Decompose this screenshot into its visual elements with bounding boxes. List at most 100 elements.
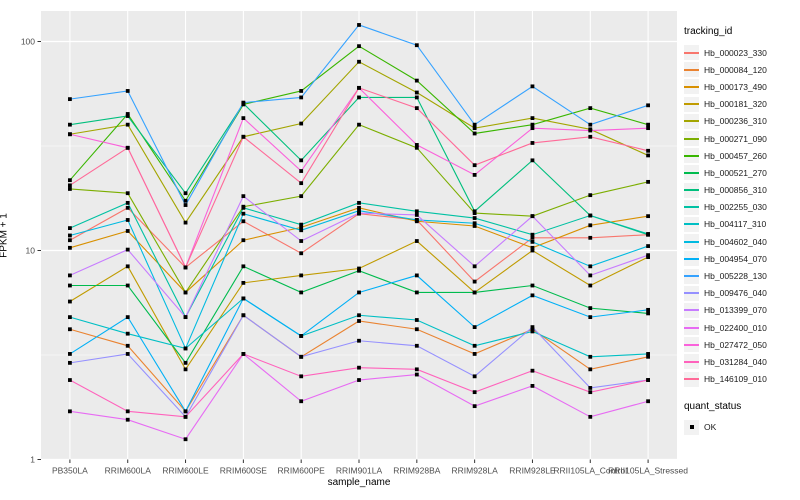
data-point [299, 169, 304, 173]
data-point [646, 307, 650, 312]
data-point [125, 315, 130, 320]
data-point [530, 368, 535, 373]
data-point [68, 187, 72, 191]
legend-item-label: Hb_000271_090 [704, 133, 767, 144]
series-color-swatch-icon [684, 320, 699, 336]
data-point [588, 414, 593, 419]
data-point [125, 122, 130, 127]
legend-item: Hb_146109_010 [684, 371, 798, 388]
data-point [472, 264, 477, 269]
data-point [472, 216, 477, 220]
data-point [68, 409, 72, 414]
data-point [472, 279, 477, 284]
data-point [530, 248, 535, 253]
data-point [357, 200, 361, 205]
legend-item-label: Hb_000856_310 [704, 185, 767, 196]
legend-item-label: Hb_005228_130 [704, 271, 767, 282]
data-point [414, 145, 419, 150]
ok-point-icon [684, 419, 699, 435]
data-point [68, 238, 72, 243]
data-point [357, 208, 361, 213]
data-point [472, 131, 477, 136]
data-point [183, 315, 188, 320]
data-point [357, 313, 361, 318]
legend-title-tracking-id: tracking_id [684, 26, 733, 37]
data-point [357, 44, 361, 49]
data-point [183, 191, 188, 196]
data-point [530, 214, 535, 219]
data-point [183, 203, 188, 207]
data-point [299, 273, 304, 278]
y-tick-label: 10 [26, 246, 36, 256]
data-point [472, 126, 477, 131]
data-point [646, 214, 650, 219]
series-color-swatch-icon [684, 131, 699, 147]
data-point [530, 232, 535, 237]
data-point [414, 290, 419, 295]
data-point [241, 238, 246, 243]
data-point [414, 327, 419, 332]
series-color-swatch-icon [684, 268, 699, 284]
data-point [530, 158, 535, 163]
data-point [414, 367, 419, 372]
data-point [299, 334, 304, 338]
data-point [183, 360, 188, 365]
legend-item-label: Hb_004117_310 [704, 219, 767, 230]
data-point [530, 327, 535, 332]
legend-item-label: Hb_000084_120 [704, 64, 767, 75]
data-point [530, 141, 535, 145]
data-point [299, 225, 304, 230]
data-point [125, 331, 130, 336]
data-point [646, 153, 650, 158]
data-point [299, 121, 304, 126]
data-point [125, 264, 130, 269]
data-point [588, 223, 593, 228]
data-point [299, 158, 304, 163]
legend-item: Hb_004954_070 [684, 250, 798, 267]
data-point [414, 143, 419, 147]
legend-item-label: Hb_013399_070 [704, 305, 767, 316]
legend-item-label: Hb_027472_050 [704, 339, 767, 350]
data-point [68, 183, 72, 188]
data-point [68, 327, 72, 332]
legend: tracking_id Hb_000023_330 Hb_000084_120 Hb… [684, 26, 798, 436]
series-color-swatch-icon [684, 79, 699, 95]
data-point [530, 116, 535, 121]
data-point [241, 280, 246, 285]
data-point [68, 245, 72, 250]
data-point [125, 343, 130, 348]
x-tick-label: RRIM600PE [278, 466, 326, 476]
series-color-swatch-icon [684, 113, 699, 129]
data-point [183, 414, 188, 419]
data-point [472, 172, 477, 177]
data-point [472, 404, 477, 409]
data-point [241, 264, 246, 269]
data-point [241, 313, 246, 318]
data-point [414, 218, 419, 222]
data-point [299, 89, 304, 93]
legend-item-label: OK [704, 422, 717, 433]
data-point [646, 253, 650, 258]
legend-item: Hb_027472_050 [684, 336, 798, 353]
data-point [646, 352, 650, 356]
data-point [357, 378, 361, 382]
data-point [646, 126, 650, 131]
x-axis-title: sample_name [327, 477, 391, 488]
legend-item: Hb_004602_040 [684, 233, 798, 250]
data-point [357, 266, 361, 271]
data-point [241, 134, 246, 139]
data-point [183, 367, 188, 372]
data-point [646, 354, 650, 359]
legend-item: Hb_000236_310 [684, 113, 798, 130]
data-point [125, 191, 130, 196]
data-point [125, 112, 130, 116]
data-point [646, 311, 650, 316]
legend-item: Hb_000181_320 [684, 96, 798, 113]
data-point [588, 390, 593, 395]
data-point [472, 390, 477, 395]
data-point [183, 409, 188, 414]
data-point [588, 193, 593, 198]
legend-item: Hb_000271_090 [684, 130, 798, 147]
